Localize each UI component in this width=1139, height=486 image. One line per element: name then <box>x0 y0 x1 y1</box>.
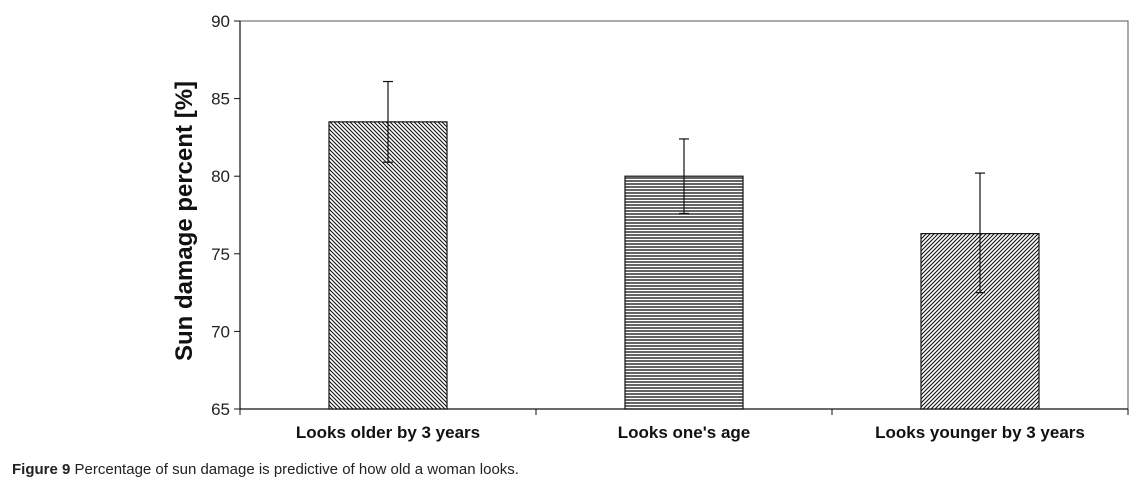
caption-text: Percentage of sun damage is predictive o… <box>74 461 519 478</box>
plot-area: 65 70 75 80 85 90 Looks older by 3 years Looks … <box>211 12 1129 442</box>
y-axis-title: Sun damage percent [%] <box>171 81 198 361</box>
x-category-label: Looks one's age <box>618 423 751 442</box>
y-tick-label: 65 <box>211 400 230 419</box>
y-tick-label: 70 <box>211 322 230 341</box>
bar <box>328 121 448 410</box>
x-category-label: Looks younger by 3 years <box>875 423 1085 442</box>
y-tick-label: 80 <box>211 167 230 186</box>
y-tick-label: 90 <box>211 12 230 31</box>
figure-caption: Figure 9 Percentage of sun damage is pre… <box>12 461 519 478</box>
bar-chart: 65 70 75 80 85 90 Looks older by 3 years Looks … <box>171 12 1129 442</box>
y-tick-label: 75 <box>211 245 230 264</box>
y-tick-label: 85 <box>211 90 230 109</box>
x-category-label: Looks older by 3 years <box>296 423 480 442</box>
caption-label: Figure 9 <box>12 461 71 478</box>
